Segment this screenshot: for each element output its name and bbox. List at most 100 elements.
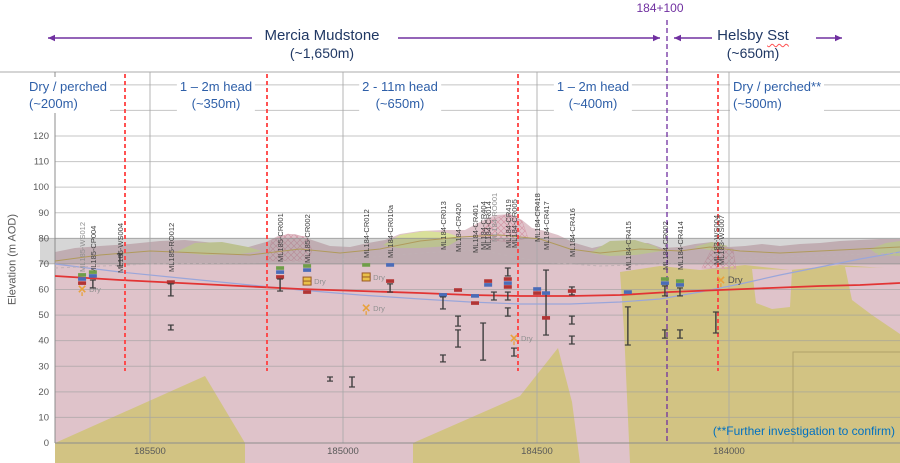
water-strike-marker-green: [362, 263, 371, 267]
dry-label: Dry: [728, 275, 743, 286]
borehole-label: ML185-CR002: [303, 214, 312, 263]
y-tick-label: 20: [38, 387, 49, 398]
borehole-label: ML185-CR001: [276, 213, 285, 262]
y-tick-label: 100: [33, 182, 49, 193]
water-strike-marker-blue: [386, 263, 395, 267]
sandstone-yellow-mid: [413, 348, 580, 463]
borehole-label: ML184-CR415: [624, 221, 633, 270]
borehole-label: ML184-CR005: [510, 199, 519, 248]
water-strike-marker-green: [303, 264, 312, 268]
dry-label: Dry: [314, 277, 326, 286]
water-strike-marker-red: [533, 291, 542, 295]
water-strike-marker-blue: [88, 274, 97, 278]
water-strike-marker-green: [660, 277, 669, 281]
y-tick-label: 30: [38, 361, 49, 372]
water-strike-marker-green: [276, 266, 285, 270]
dry-label: Dry: [373, 273, 385, 282]
water-strike-marker-green: [88, 270, 97, 274]
borehole-label: ML184-CR414: [676, 221, 685, 270]
formation-name: Helsby Sst: [717, 27, 789, 44]
formation-label-helsby-sst: Helsby Sst (~650m): [693, 27, 813, 62]
surface-green-5: [870, 241, 900, 256]
dry-x-marker: [362, 304, 370, 312]
borehole-label: ML183-WS007: [717, 215, 726, 265]
water-strike-marker-blue: [542, 291, 551, 295]
surface-green-2: [383, 231, 462, 248]
borehole-label: ML184-CR417: [542, 201, 551, 250]
x-tick-label: 184500: [521, 446, 553, 457]
water-strike-marker-red: [503, 277, 512, 281]
borehole-label: ML184-CR416: [568, 208, 577, 257]
formation-name: Mercia Mudstone: [264, 27, 380, 44]
water-strike-marker-red: [166, 280, 175, 284]
x-tick-label: 185000: [327, 446, 359, 457]
borehole-label: ML184-RO001: [490, 193, 499, 242]
surface-olive-line: [54, 234, 900, 262]
x-tick-label: 185500: [134, 446, 166, 457]
sandstone-yellow-right: [620, 265, 900, 463]
borehole-label: ML185-RO012: [167, 223, 176, 272]
water-strike-marker-blue: [484, 283, 493, 287]
water-strike-marker-red: [567, 289, 576, 293]
water-strike-marker-blue: [276, 270, 285, 274]
borehole-label: ML184-CR420: [454, 203, 463, 252]
dry-label: Dry: [89, 285, 101, 294]
y-axis-title: Elevation (m AOD): [6, 213, 19, 306]
formation-length: (~650m): [726, 45, 780, 61]
footnote: (**Further investigation to confirm): [712, 424, 895, 438]
borehole-label: ML184-CR014: [484, 201, 493, 250]
x-tick-label: 184000: [713, 446, 745, 457]
borehole-label: ML184-CR419: [504, 199, 513, 248]
water-strike-marker-red: [503, 285, 512, 289]
water-strike-marker-red: [484, 279, 493, 283]
formation-length: (~1,650m): [289, 45, 355, 61]
tunnel-horizon-band: [40, 238, 900, 264]
hatched-fill-3: [701, 244, 737, 270]
borehole-label: ML185-CP004: [89, 226, 98, 274]
water-strike-marker-red: [471, 301, 480, 305]
water-strike-marker-red: [386, 279, 395, 283]
formation-label-mercia-mudstone: Mercia Mudstone (~1,650m): [222, 27, 422, 62]
dry-x-marker: [78, 285, 86, 293]
borehole-label: ML184-CR010a: [386, 204, 395, 258]
water-strike-marker-blue: [623, 290, 632, 294]
water-strike-marker-red: [454, 288, 463, 292]
borehole-label: ML185-WS004: [116, 223, 125, 273]
water-strike-marker-red: [303, 290, 312, 294]
borehole-label: ML184-CR002: [661, 221, 670, 270]
y-tick-label: 40: [38, 336, 49, 347]
water-strike-marker-green: [78, 273, 87, 277]
dry-x-marker: [717, 276, 725, 284]
piezometric-blue-line: [54, 251, 900, 305]
zone-label-1-2m-head-east: 1 – 2m head (~400m): [553, 77, 633, 113]
water-strike-marker-green: [675, 279, 684, 283]
chainage-label: 184+100: [636, 1, 684, 15]
extent-arrowhead-right: [653, 34, 660, 42]
y-tick-label: 120: [33, 131, 49, 142]
y-tick-label: 70: [38, 259, 49, 270]
zone-label-2-11m-head: 2 - 11m head (~650m): [359, 77, 441, 113]
y-tick-label: 110: [34, 157, 49, 168]
water-strike-marker-blue: [303, 268, 312, 272]
water-strike-marker-blue: [503, 281, 512, 285]
y-tick-label: 50: [38, 310, 49, 321]
dry-x-marker: [510, 334, 518, 342]
extent-arrowhead-left: [48, 34, 55, 42]
water-strike-marker-blue: [660, 281, 669, 285]
borehole-label: ML184-CR404: [479, 201, 488, 250]
water-strike-marker-blue: [438, 293, 447, 297]
groundwater-red-line: [54, 275, 900, 297]
borehole-label: ML185-WS012: [78, 222, 87, 272]
water-strike-marker-blue: [675, 283, 684, 287]
extent-arrowhead-left: [674, 34, 681, 42]
y-tick-label: 90: [38, 208, 49, 219]
water-strike-marker-red: [78, 281, 87, 285]
zone-label-1-2m-head-west: 1 – 2m head (~350m): [176, 77, 256, 113]
structure-outline: [792, 351, 900, 443]
borehole-label: ML184-CR401: [471, 204, 480, 253]
extent-arrowhead-right: [835, 34, 842, 42]
water-strike-marker-blue: [78, 277, 87, 281]
borehole-label: ML184-CR418: [533, 193, 542, 242]
